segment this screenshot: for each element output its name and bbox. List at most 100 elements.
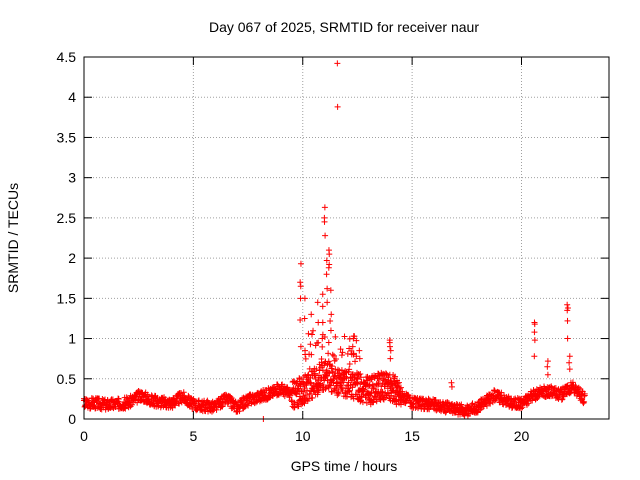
data-point [327, 382, 334, 389]
data-point [489, 392, 496, 399]
data-point [558, 396, 565, 403]
x-tick-label: 20 [514, 428, 530, 444]
data-point [531, 337, 538, 344]
data-point [498, 389, 505, 396]
data-point [243, 401, 250, 408]
data-point [346, 388, 353, 395]
data-point [357, 374, 364, 381]
data-point [328, 311, 335, 318]
data-point [442, 409, 449, 416]
data-point [345, 379, 352, 386]
data-point [569, 379, 576, 386]
data-point [319, 319, 326, 326]
data-point [305, 330, 312, 337]
data-point [525, 400, 532, 407]
data-point [338, 352, 345, 359]
data-point [319, 335, 326, 342]
data-point [388, 381, 395, 388]
data-point [350, 351, 357, 358]
data-point [134, 399, 141, 406]
data-point [326, 251, 333, 258]
data-point [216, 399, 223, 406]
y-tick-label: 0.5 [57, 371, 77, 387]
data-point [236, 408, 243, 415]
data-point [552, 385, 559, 392]
data-point [175, 391, 182, 398]
data-point [519, 404, 526, 411]
data-point [122, 405, 129, 412]
data-point [356, 347, 363, 354]
data-point [297, 279, 304, 286]
data-point [297, 383, 304, 390]
data-point [386, 343, 393, 350]
data-point [580, 399, 587, 406]
data-point [327, 318, 334, 325]
data-point [564, 307, 571, 314]
data-point [314, 299, 321, 306]
data-point [341, 333, 348, 340]
data-point [309, 385, 316, 392]
data-point [387, 355, 394, 362]
data-point [566, 366, 573, 373]
data-point [281, 393, 288, 400]
data-point [357, 370, 364, 377]
data-point [543, 389, 550, 396]
data-point [297, 283, 304, 290]
y-tick-label: 1 [68, 331, 76, 347]
data-point [327, 287, 334, 294]
data-point [306, 391, 313, 398]
data-point [529, 397, 536, 404]
data-point [373, 398, 380, 405]
data-point [390, 378, 397, 385]
data-point [425, 395, 432, 402]
data-point [326, 370, 333, 377]
data-point [337, 346, 344, 353]
data-point [312, 376, 319, 383]
data-point [363, 399, 370, 406]
data-point [155, 403, 162, 410]
data-point [333, 356, 339, 363]
data-point [444, 399, 451, 406]
data-point [307, 341, 314, 348]
data-point [332, 333, 339, 340]
data-point [180, 389, 187, 396]
data-point [305, 371, 312, 378]
data-point [245, 402, 252, 409]
data-point [319, 343, 326, 350]
data-points [81, 60, 588, 422]
data-point [195, 397, 202, 404]
data-point [323, 257, 330, 264]
data-point [149, 399, 156, 406]
data-point [321, 218, 328, 225]
data-point [354, 380, 361, 387]
data-point [410, 400, 417, 407]
data-point [301, 315, 308, 322]
data-point [353, 379, 360, 386]
data-point [352, 358, 359, 365]
x-axis-label: GPS time / hours [291, 458, 398, 474]
data-point [578, 391, 585, 398]
data-point [296, 375, 303, 382]
data-point [123, 394, 130, 401]
data-point [176, 400, 183, 407]
data-point [531, 329, 538, 336]
data-point [371, 373, 378, 380]
data-point [219, 399, 226, 406]
data-point [327, 327, 334, 334]
data-point [302, 347, 309, 354]
axis-ticks: 0 0.5 1 1.5 2 2.5 3 3.5 4 4.5 0 5 10 15 20 [57, 49, 609, 444]
data-point [297, 260, 304, 267]
data-point [334, 392, 341, 399]
data-point [298, 378, 305, 385]
data-point [266, 394, 273, 401]
data-point [339, 349, 346, 356]
data-point [338, 384, 345, 391]
data-point [83, 396, 90, 403]
data-point [332, 366, 339, 373]
data-point [336, 367, 343, 374]
data-point [384, 390, 391, 397]
data-point [301, 400, 308, 407]
chart-title: Day 067 of 2025, SRMTID for receiver nau… [209, 19, 479, 35]
data-point [349, 343, 356, 350]
data-point [325, 264, 332, 271]
